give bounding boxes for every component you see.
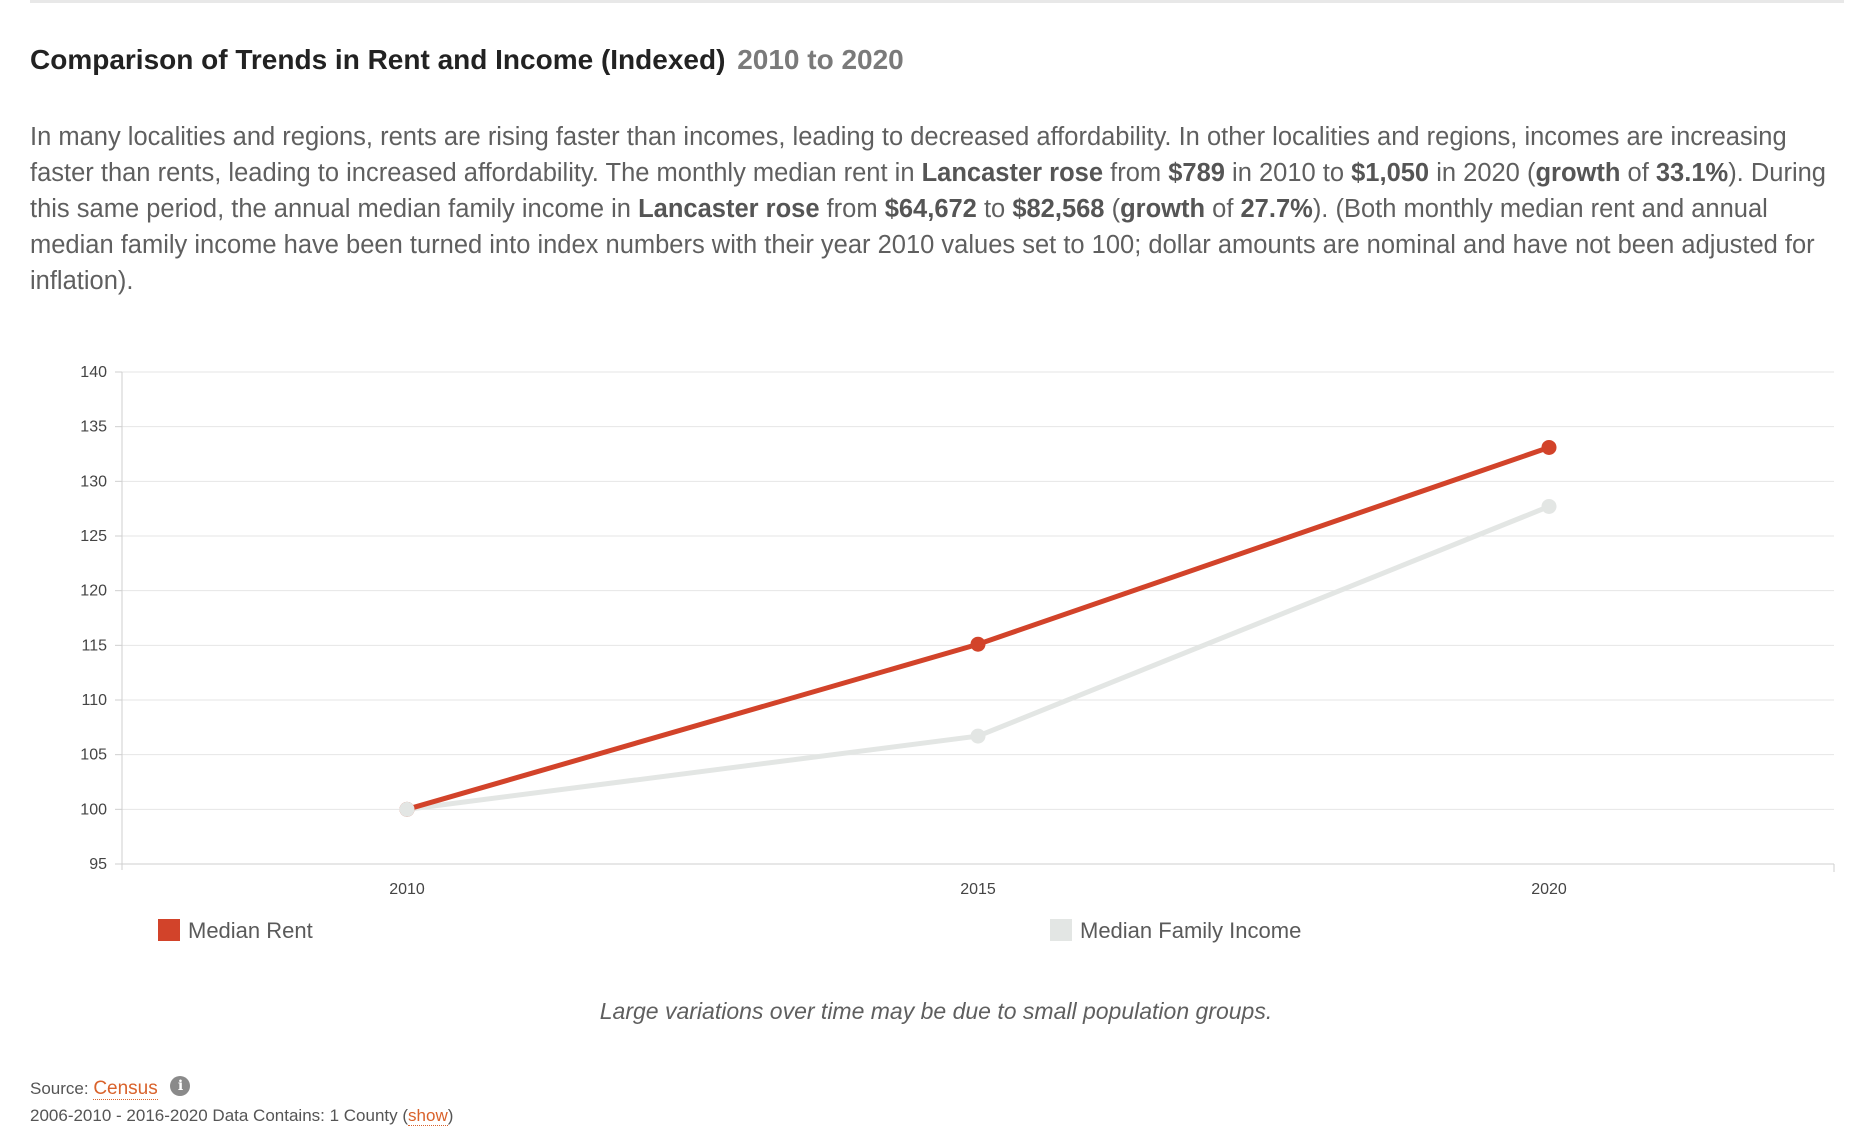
income-growth-value: 27.7%: [1240, 195, 1313, 223]
median-family-income-line: [404, 503, 1552, 812]
summary-paragraph: In many localities and regions, rents ar…: [30, 119, 1842, 299]
coverage-close: ): [447, 1106, 454, 1125]
show-link[interactable]: show: [408, 1106, 448, 1126]
source-link[interactable]: Census: [93, 1078, 158, 1100]
coverage-text: 2006-2010 - 2016-2020 Data Contains: 1 C…: [30, 1106, 409, 1125]
median-rent-legend-swatch: [158, 919, 180, 941]
summary-text: ). During this same period, the annual m…: [30, 159, 1826, 223]
summary-text: ). (Both monthly median rent and annual …: [30, 195, 1815, 295]
x-tick-label: 2010: [389, 881, 425, 898]
x-tick-label: 2020: [1531, 881, 1567, 898]
y-tick-label: 100: [80, 801, 107, 818]
y-tick-label: 125: [80, 528, 107, 545]
place-name: Lancaster rose: [638, 195, 820, 223]
chart-heading: Comparison of Trends in Rent and Income …: [30, 44, 904, 76]
median-family-income-legend-swatch: [1050, 919, 1072, 941]
summary-text: from: [819, 195, 885, 223]
page-title: Comparison of Trends in Rent and Income …: [30, 44, 726, 75]
summary-text: in 2010 to: [1224, 159, 1352, 187]
median-family-income-point: [970, 728, 986, 744]
income-start-value: $64,672: [884, 195, 977, 223]
y-tick-label: 120: [80, 583, 107, 600]
median-rent-legend-label: Median Rent: [188, 918, 313, 943]
date-range: 2010 to 2020: [737, 44, 904, 75]
y-tick-label: 135: [80, 419, 107, 436]
rent-end-value: $1,050: [1351, 159, 1430, 187]
growth-label: growth: [1535, 159, 1621, 187]
source-label: Source:: [30, 1079, 89, 1098]
summary-text: in 2020 (: [1429, 159, 1536, 187]
info-icon[interactable]: i: [170, 1076, 191, 1096]
summary-text: from: [1103, 159, 1169, 187]
summary-text: of: [1205, 195, 1241, 223]
y-tick-label: 110: [81, 692, 107, 709]
place-name: Lancaster rose: [921, 159, 1104, 187]
y-tick-label: 95: [89, 856, 107, 873]
y-tick-label: 105: [80, 747, 107, 764]
line-chart: 95 100 105 110 115 120 125 130 135 140 2010 2015 202…: [80, 364, 1835, 943]
growth-label: growth: [1120, 195, 1206, 223]
median-family-income-point: [1541, 498, 1557, 514]
source-line: Source: Census i: [30, 1076, 191, 1100]
summary-text: to: [976, 195, 1013, 223]
top-divider: [30, 0, 1844, 3]
y-tick-label: 130: [80, 473, 107, 490]
x-tick-label: 2015: [960, 881, 996, 898]
y-tick-label: 140: [80, 364, 107, 381]
rent-start-value: $789: [1168, 159, 1225, 187]
rent-growth-value: 33.1%: [1655, 159, 1729, 187]
coverage-line: 2006-2010 - 2016-2020 Data Contains: 1 C…: [30, 1106, 453, 1126]
summary-text: of: [1620, 159, 1656, 187]
median-rent-point: [970, 636, 986, 652]
median-family-income-point: [399, 801, 415, 817]
income-end-value: $82,568: [1012, 195, 1105, 223]
summary-text: In many localities and regions, rents ar…: [30, 123, 1787, 187]
y-tick-label: 115: [81, 637, 107, 654]
variation-note: Large variations over time may be due to…: [599, 998, 1273, 1024]
median-rent-point: [1541, 439, 1557, 455]
median-family-income-legend-label: Median Family Income: [1080, 918, 1301, 943]
summary-text: (: [1104, 195, 1121, 223]
